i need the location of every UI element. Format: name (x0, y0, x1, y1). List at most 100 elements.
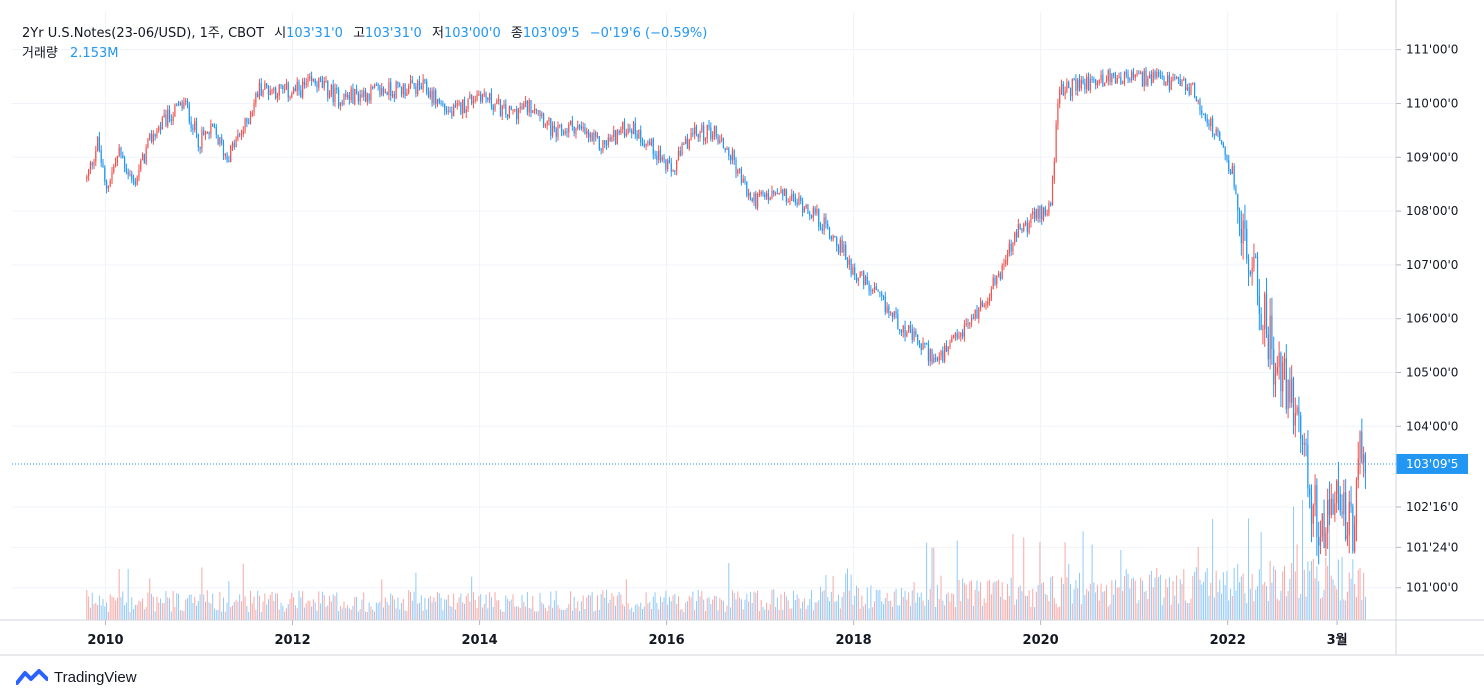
volume-bar (1251, 573, 1253, 620)
candle-body (1001, 265, 1003, 280)
volume-bar (1152, 587, 1154, 620)
candle-body (1314, 485, 1316, 506)
volume-bar (408, 590, 410, 620)
volume-bar (762, 606, 764, 620)
candle-body (783, 188, 786, 196)
candle-body (1361, 431, 1363, 463)
volume-bar (622, 604, 624, 620)
candle-body (1168, 75, 1171, 90)
candle-body (722, 138, 725, 149)
volume-bar (1275, 569, 1277, 620)
candle-body (1095, 79, 1097, 86)
candle-body (1256, 256, 1259, 296)
volume-label[interactable]: 거래량 (22, 46, 58, 61)
volume-bar (811, 590, 813, 620)
candle-body (1138, 73, 1140, 75)
volume-bar (374, 611, 376, 620)
candle-body (390, 82, 392, 96)
candle-body (1039, 205, 1041, 219)
symbol-title[interactable]: 2Yr U.S.Notes(23-06/USD), 1주, CBOT (22, 26, 265, 41)
candle-body (1343, 492, 1345, 515)
candle-body (1062, 83, 1064, 96)
candle-body (1161, 76, 1163, 78)
candle-body (744, 178, 746, 182)
volume-bar (1291, 562, 1293, 620)
candle-body (429, 90, 431, 98)
candle-body (454, 105, 457, 107)
volume-bar (757, 590, 759, 620)
candle-body (1012, 242, 1014, 252)
volume-bar (1028, 590, 1030, 620)
volume-bar (284, 611, 286, 620)
candle-body (195, 121, 198, 135)
candle-body (899, 329, 901, 331)
candle-body (136, 177, 138, 185)
volume-bar (852, 604, 854, 620)
candle-body (460, 102, 462, 114)
volume-bar (971, 580, 973, 620)
volume-bar (363, 592, 365, 620)
tradingview-branding[interactable]: TradingView (16, 668, 137, 686)
volume-bar (1206, 568, 1208, 620)
volume-bar (95, 602, 97, 620)
candle-body (674, 170, 676, 172)
volume-bar (1030, 606, 1032, 620)
volume-bar (857, 587, 859, 620)
candle-body (1267, 334, 1269, 360)
candle-body (789, 201, 791, 203)
volume-bar (586, 597, 588, 620)
volume-bar (1190, 598, 1192, 620)
volume-bar (181, 610, 183, 620)
volume-bar (352, 605, 354, 620)
candle-body (1167, 75, 1169, 83)
volume-bar (659, 596, 661, 620)
volume-bar (145, 607, 147, 620)
volume-bar (499, 609, 501, 620)
volume-bar (271, 591, 273, 620)
volume-bar (1089, 583, 1091, 620)
volume-bar (467, 593, 469, 620)
candle-body (571, 120, 573, 127)
volume-bar (370, 606, 372, 620)
volume-bar (1025, 595, 1027, 620)
candle-body (864, 276, 867, 285)
volume-bar (870, 585, 872, 620)
volume-bar (704, 611, 706, 620)
candle-body (303, 81, 306, 85)
candle-body (902, 325, 904, 333)
candle-body (150, 133, 153, 142)
volume-bar (721, 599, 723, 620)
candle-body (690, 132, 692, 140)
volume-bar (1181, 584, 1183, 620)
candle-body (992, 277, 994, 290)
volume-bar (1037, 584, 1039, 620)
volume-bar (1307, 561, 1309, 620)
candle-body (194, 121, 196, 130)
volume-bar (1131, 578, 1133, 620)
volume-bar (1019, 585, 1021, 620)
candle-body (111, 171, 113, 181)
candle-body (1318, 537, 1320, 546)
volume-bar (1107, 606, 1109, 620)
volume-bar (424, 597, 426, 620)
candle-body (697, 134, 699, 138)
candle-body (526, 100, 529, 113)
candle-body (1235, 187, 1237, 195)
candle-body (485, 93, 487, 98)
candle-body (600, 149, 602, 151)
volume-bar (420, 595, 422, 620)
candle-body (782, 189, 784, 196)
volume-bar (580, 601, 582, 620)
volume-bar (1314, 578, 1316, 620)
candle-body (127, 172, 129, 175)
volume-bar (893, 591, 895, 620)
candle-body (614, 129, 617, 145)
candle-body (1140, 72, 1142, 74)
candle-body (1316, 485, 1318, 538)
volume-bar (904, 590, 906, 620)
volume-bar (776, 597, 778, 620)
candle-body (309, 76, 311, 79)
candle-body (1122, 82, 1124, 84)
candle-body (580, 126, 582, 129)
